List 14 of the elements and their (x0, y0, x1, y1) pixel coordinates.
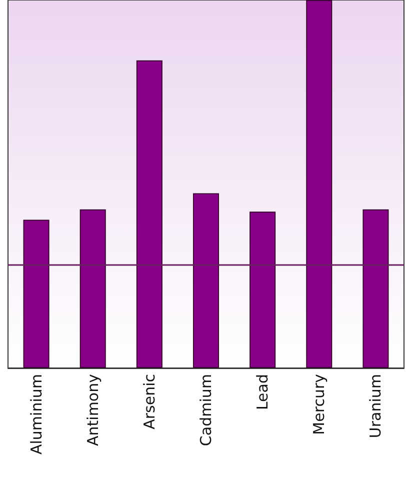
bar (250, 212, 276, 368)
x-tick-label: Mercury (310, 374, 328, 435)
bar (362, 209, 389, 368)
bar (23, 220, 50, 368)
x-tick-label: Lead (254, 374, 272, 410)
x-tick-label: Arsenic (140, 374, 158, 430)
x-tick-label: Aluminium (27, 374, 46, 455)
x-tick-label: Cadmium (197, 374, 215, 446)
bar (306, 0, 332, 368)
bar (192, 193, 220, 368)
x-tick-label: Antimony (84, 374, 102, 446)
bar (80, 209, 106, 368)
x-tick-label: Uranium (366, 374, 385, 438)
bar (136, 60, 162, 368)
